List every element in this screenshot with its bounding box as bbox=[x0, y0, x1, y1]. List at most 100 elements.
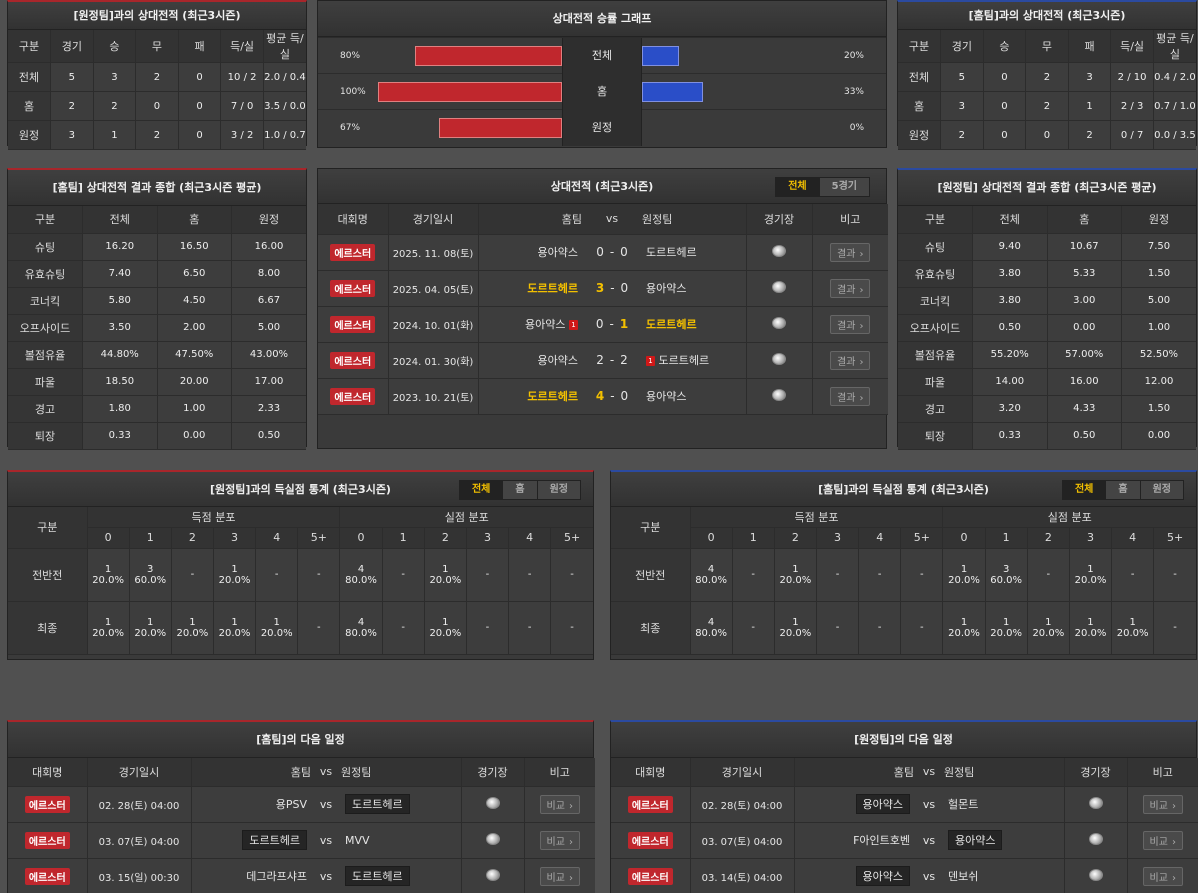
league-badge[interactable]: 에르스터 bbox=[330, 243, 376, 261]
away-team[interactable]: 용아약스 bbox=[646, 282, 687, 295]
goals-away-toggle-all[interactable]: 전체 bbox=[459, 481, 504, 499]
goals-away-toggle-away[interactable]: 원정 bbox=[537, 481, 580, 499]
home-team[interactable]: 용PSV bbox=[275, 798, 307, 811]
count: - bbox=[401, 622, 405, 633]
stadium-icon[interactable] bbox=[772, 352, 786, 365]
chevron-right-icon: › bbox=[859, 356, 864, 368]
compare-button[interactable]: 비교 › bbox=[1142, 794, 1183, 814]
goal-count-header: 0 bbox=[942, 527, 986, 549]
compare-button[interactable]: 비교 › bbox=[539, 830, 580, 850]
home-team[interactable]: 도르트헤르 bbox=[527, 282, 578, 295]
away-team[interactable]: 도르트헤르 bbox=[345, 794, 410, 814]
away-team[interactable]: 용아약스 bbox=[646, 390, 687, 403]
stadium-icon[interactable] bbox=[1088, 868, 1103, 881]
scored-cell: 1 20.0% bbox=[774, 548, 817, 602]
league-badge[interactable]: 에르스터 bbox=[627, 867, 673, 885]
stat-cell: 47.50% bbox=[157, 341, 232, 369]
goal-count-header: 1 bbox=[382, 527, 425, 549]
home-team[interactable]: 용아약스 bbox=[855, 794, 910, 814]
stat-cell: 3.5 / 0.0 bbox=[263, 91, 306, 121]
league-badge[interactable]: 에르스터 bbox=[24, 795, 70, 813]
league-badge[interactable]: 에르스터 bbox=[24, 831, 70, 849]
stat-cell: 2 bbox=[1025, 91, 1069, 121]
goals-home-title: [홈팀]과의 득실점 통계 (최근3시즌) bbox=[818, 483, 989, 496]
stadium-icon[interactable] bbox=[772, 316, 786, 329]
stadium-icon[interactable] bbox=[772, 388, 786, 401]
result-button[interactable]: 결과 › bbox=[830, 242, 871, 262]
col-vs: vs bbox=[914, 758, 944, 787]
league-badge[interactable]: 에르스터 bbox=[330, 279, 376, 297]
row-label: 퇴장 bbox=[898, 422, 973, 450]
home-team[interactable]: 도르트헤르 bbox=[242, 830, 307, 850]
goal-count-header: 0 bbox=[87, 527, 130, 549]
count: - bbox=[527, 622, 532, 633]
result-button[interactable]: 결과 › bbox=[830, 350, 871, 370]
venue-cell bbox=[746, 378, 813, 415]
away-team[interactable]: 도르트헤르 bbox=[646, 246, 697, 259]
summary-away-panel: [원정팀] 상대전적 결과 종합 (최근3시즌 평균) 구분 전체 홈 원정 슈팅 9.4… bbox=[897, 168, 1197, 450]
goals-home-toggle-away[interactable]: 원정 bbox=[1140, 481, 1183, 499]
goals-away-toggle-home[interactable]: 홈 bbox=[503, 481, 538, 499]
row-label: 전반전 bbox=[8, 548, 88, 602]
league-badge[interactable]: 에르스터 bbox=[627, 795, 673, 813]
compare-button[interactable]: 비교 › bbox=[1142, 830, 1183, 850]
matches-toggle-5[interactable]: 5경기 bbox=[819, 178, 869, 196]
matches-toggle-all[interactable]: 전체 bbox=[776, 178, 820, 196]
away-team[interactable]: 덴보쉬 bbox=[948, 870, 979, 883]
league-cell: 에르스터 bbox=[318, 270, 389, 307]
home-team[interactable]: 용아약스 bbox=[537, 354, 578, 367]
compare-button[interactable]: 비교 › bbox=[1142, 866, 1183, 886]
h2h_home-header-cell: 패 bbox=[1068, 30, 1112, 63]
stadium-icon[interactable] bbox=[1088, 832, 1103, 845]
stadium-icon[interactable] bbox=[485, 832, 500, 845]
h2h_away-header-cell: 무 bbox=[135, 30, 179, 63]
away-team[interactable]: 도르트헤르 bbox=[646, 318, 697, 331]
league-badge[interactable]: 에르스터 bbox=[330, 351, 376, 369]
percent: 20.0% bbox=[990, 627, 1023, 639]
home-team[interactable]: 용아약스 bbox=[855, 866, 910, 886]
row-label: 원정 bbox=[8, 120, 52, 150]
chevron-right-icon: › bbox=[1171, 872, 1176, 884]
home-team[interactable]: F아인트호벤 bbox=[853, 834, 910, 847]
stadium-icon[interactable] bbox=[1088, 796, 1103, 809]
goals-away-table: 구분 득점 분포 실점 분포 0 1 2 3 4 5+ 0 1 2 3 4 5+ 전반전 1 20.0% 3 60.0… bbox=[8, 507, 593, 655]
away-team[interactable]: MVV bbox=[345, 833, 370, 847]
away-team[interactable]: 도르트헤르 bbox=[345, 866, 410, 886]
stadium-icon[interactable] bbox=[485, 868, 500, 881]
home-team[interactable]: 도르트헤르 bbox=[527, 390, 578, 403]
stadium-icon[interactable] bbox=[772, 244, 786, 257]
summary-away-title: [원정팀] 상대전적 결과 종합 (최근3시즌 평균) bbox=[898, 170, 1196, 206]
league-badge[interactable]: 에르스터 bbox=[627, 831, 673, 849]
percent: 80.0% bbox=[345, 574, 377, 586]
row-label: 최종 bbox=[8, 601, 88, 655]
row-label: 유효슈팅 bbox=[8, 260, 83, 288]
home-team[interactable]: 데그라프샤프 bbox=[246, 870, 307, 883]
stadium-icon[interactable] bbox=[772, 280, 786, 293]
result-button[interactable]: 결과 › bbox=[830, 278, 871, 298]
away-team[interactable]: 헐몬트 bbox=[948, 798, 979, 811]
home-team[interactable]: 용아약스 bbox=[537, 246, 578, 259]
league-badge[interactable]: 에르스터 bbox=[330, 315, 376, 333]
away-team[interactable]: 도르트헤르 bbox=[658, 354, 710, 367]
label-header: 구분 bbox=[8, 507, 88, 549]
result-button[interactable]: 결과 › bbox=[830, 386, 871, 406]
league-badge[interactable]: 에르스터 bbox=[330, 387, 376, 405]
note-cell: 비교 › bbox=[524, 858, 595, 893]
result-button[interactable]: 결과 › bbox=[830, 314, 871, 334]
note-cell: 결과 › bbox=[812, 270, 888, 307]
goals-away-toggle: 전체 홈 원정 bbox=[458, 480, 581, 500]
goals-home-toggle-all[interactable]: 전체 bbox=[1062, 481, 1107, 499]
league-badge[interactable]: 에르스터 bbox=[24, 867, 70, 885]
scored-cell: 1 20.0% bbox=[213, 548, 257, 602]
conceded-cell: - bbox=[1027, 548, 1070, 602]
next-away-table: 대회명 경기일시 홈팀 vs 원정팀 경기장 비고 에르스터 02. 28(토) 04:00 용아… bbox=[611, 758, 1198, 893]
away-team[interactable]: 용아약스 bbox=[948, 830, 1003, 850]
stadium-icon[interactable] bbox=[485, 796, 500, 809]
compare-button[interactable]: 비교 › bbox=[539, 794, 580, 814]
goals-home-toggle-home[interactable]: 홈 bbox=[1106, 481, 1141, 499]
home-team[interactable]: 용아약스 bbox=[525, 318, 566, 331]
schedule-row: 에르스터 02. 28(토) 04:00 용PSV vs 도르트헤르 비교 › bbox=[8, 786, 595, 823]
compare-button[interactable]: 비교 › bbox=[539, 866, 580, 886]
scored-cell: 1 20.0% bbox=[774, 601, 817, 655]
league-cell: 에르스터 bbox=[318, 234, 389, 271]
